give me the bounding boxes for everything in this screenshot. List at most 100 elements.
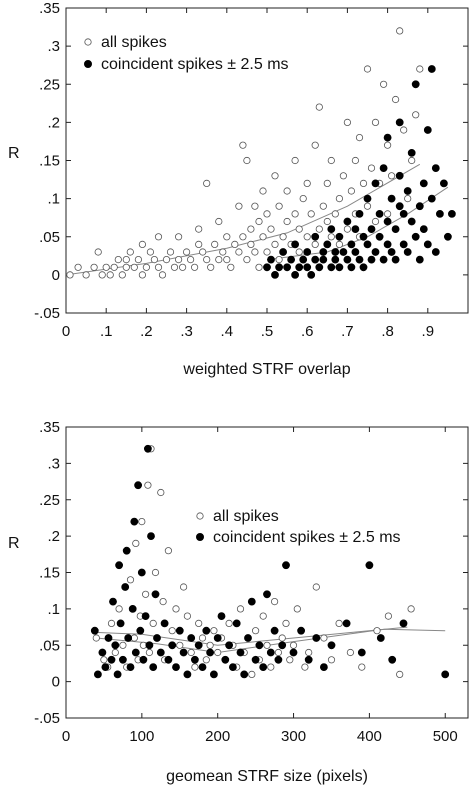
data-point-coincident <box>359 263 368 272</box>
data-point-coincident <box>342 619 351 628</box>
data-point-all <box>251 202 259 210</box>
data-point-coincident <box>391 225 400 233</box>
data-point-all <box>343 225 351 233</box>
data-point-coincident <box>443 232 452 241</box>
y-tick-label: .25 <box>39 76 60 93</box>
legend-label: all spikes <box>101 34 167 51</box>
data-point-coincident <box>160 619 169 628</box>
data-point-coincident <box>391 255 400 264</box>
y-tick-label: .05 <box>39 637 60 654</box>
data-point-coincident <box>395 202 404 211</box>
data-point-all <box>198 634 207 642</box>
x-tick-label: 200 <box>205 728 230 745</box>
data-point-coincident <box>427 194 436 203</box>
data-point-coincident <box>183 670 192 679</box>
data-point-all <box>291 210 299 218</box>
data-point-all <box>335 240 343 248</box>
data-point-all <box>122 263 130 271</box>
data-point-all <box>286 656 294 664</box>
data-point-all <box>384 612 392 620</box>
data-point-coincident <box>375 232 384 241</box>
data-point-coincident <box>164 655 173 664</box>
data-point-all <box>175 255 183 264</box>
data-point-coincident <box>375 209 384 218</box>
legend-label: coincident spikes ± 2.5 ms <box>101 56 289 73</box>
data-point-all <box>396 670 404 679</box>
data-point-all <box>320 634 328 642</box>
data-point-coincident <box>270 626 279 635</box>
data-point-all <box>346 648 354 657</box>
chart-bottom: -.050.05.1.15.2.25.3.350 100 200 300 400 500g… <box>8 419 469 785</box>
data-point-coincident <box>376 634 385 642</box>
data-point-all <box>363 65 372 73</box>
y-tick-label: 0 <box>52 674 60 691</box>
data-point-coincident <box>319 255 328 264</box>
y-axis-label: R <box>8 145 20 162</box>
data-point-coincident <box>312 634 321 642</box>
data-point-all <box>335 619 343 628</box>
data-point-coincident <box>411 232 420 241</box>
data-point-coincident <box>371 248 380 256</box>
data-point-coincident <box>327 263 336 272</box>
data-point-coincident <box>137 568 146 577</box>
data-point-coincident <box>247 597 256 606</box>
data-point-all <box>355 134 364 142</box>
data-point-all <box>206 641 214 649</box>
data-point-coincident <box>172 663 180 671</box>
data-point-all <box>183 612 191 620</box>
data-point-coincident <box>415 255 424 264</box>
data-point-coincident <box>304 655 313 664</box>
data-point-coincident <box>283 263 291 272</box>
data-point-coincident <box>403 187 412 195</box>
data-point-coincident <box>98 648 107 657</box>
y-tick-label: -.05 <box>34 710 60 727</box>
data-point-all <box>195 240 203 248</box>
data-point-all <box>315 103 323 111</box>
data-point-all <box>111 648 119 657</box>
data-point-coincident <box>121 583 130 591</box>
data-point-all <box>199 248 207 256</box>
data-point-all <box>363 202 372 210</box>
data-point-all <box>227 263 235 271</box>
data-point-coincident <box>331 255 340 264</box>
data-point-coincident <box>399 619 408 628</box>
x-tick-label: .7 <box>341 323 354 340</box>
x-tick-label: 100 <box>129 728 154 745</box>
data-point-all <box>170 263 179 271</box>
data-point-coincident <box>388 655 397 664</box>
data-point-coincident <box>423 126 432 134</box>
y-tick-label: .35 <box>39 419 60 436</box>
data-point-all <box>154 263 163 271</box>
data-point-coincident <box>119 655 127 664</box>
data-point-coincident <box>297 626 305 635</box>
data-point-all <box>289 641 298 649</box>
data-point-all <box>416 65 424 73</box>
data-point-coincident <box>151 590 160 599</box>
data-point-all <box>235 248 243 256</box>
data-point-coincident <box>122 546 131 555</box>
data-point-coincident <box>367 225 376 233</box>
data-point-all <box>274 648 282 657</box>
data-point-all <box>327 156 335 165</box>
data-point-coincident <box>347 263 356 272</box>
data-point-all <box>331 210 339 218</box>
data-point-all <box>130 263 138 271</box>
data-point-coincident <box>168 641 177 650</box>
data-point-all <box>138 240 146 248</box>
data-point-coincident <box>363 194 372 203</box>
x-axis-label: weighted STRF overlap <box>182 361 350 378</box>
data-point-all <box>132 539 140 548</box>
x-tick-label: 0 <box>62 323 70 340</box>
legend-marker <box>84 38 92 46</box>
data-point-all <box>247 225 255 233</box>
data-point-all <box>118 271 126 279</box>
data-point-coincident <box>109 597 117 606</box>
data-point-all <box>412 111 420 119</box>
data-point-all <box>387 172 396 180</box>
data-point-all <box>144 481 152 489</box>
data-point-coincident <box>266 648 275 657</box>
data-point-coincident <box>130 517 139 526</box>
data-point-all <box>275 255 283 264</box>
data-point-coincident <box>101 663 110 671</box>
data-point-coincident <box>139 655 148 664</box>
